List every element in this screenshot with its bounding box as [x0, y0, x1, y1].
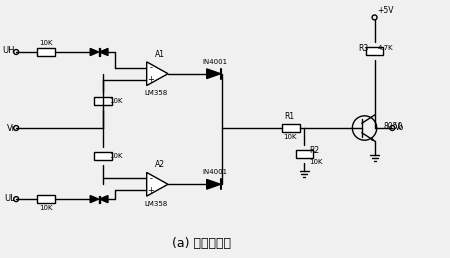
Text: A2: A2	[155, 160, 165, 170]
Polygon shape	[90, 196, 99, 203]
Text: R3: R3	[358, 44, 369, 53]
Text: 10K: 10K	[109, 98, 122, 104]
Text: IN4001: IN4001	[202, 170, 227, 175]
Polygon shape	[99, 196, 108, 203]
Polygon shape	[207, 180, 220, 189]
Text: Vi: Vi	[7, 124, 15, 133]
Text: +5V: +5V	[378, 6, 394, 15]
Text: (a) 电路结构图: (a) 电路结构图	[172, 237, 231, 250]
Polygon shape	[147, 172, 168, 196]
Polygon shape	[90, 49, 99, 55]
FancyBboxPatch shape	[37, 195, 54, 203]
Text: Vo: Vo	[395, 123, 405, 132]
Text: 4.7K: 4.7K	[378, 45, 393, 51]
Text: +: +	[147, 186, 154, 195]
Text: 10K: 10K	[310, 159, 323, 165]
Text: A1: A1	[155, 50, 165, 59]
Polygon shape	[99, 49, 108, 55]
Text: UH: UH	[3, 46, 15, 55]
FancyBboxPatch shape	[94, 152, 112, 160]
Text: 10K: 10K	[283, 134, 297, 140]
Text: LM358: LM358	[145, 201, 168, 207]
Text: -: -	[149, 174, 152, 183]
Polygon shape	[147, 62, 168, 86]
Text: IN4001: IN4001	[202, 59, 227, 65]
Text: LM358: LM358	[145, 91, 168, 96]
Text: -: -	[149, 63, 152, 72]
FancyBboxPatch shape	[94, 97, 112, 105]
Text: 8050: 8050	[383, 122, 403, 131]
FancyBboxPatch shape	[37, 48, 54, 56]
Text: R1: R1	[284, 112, 295, 121]
FancyBboxPatch shape	[296, 150, 313, 158]
Polygon shape	[207, 69, 220, 78]
Text: +: +	[147, 75, 154, 84]
Text: 10K: 10K	[109, 153, 122, 159]
Text: R2: R2	[310, 146, 320, 155]
Text: 10K: 10K	[39, 205, 53, 211]
FancyBboxPatch shape	[282, 124, 300, 132]
FancyBboxPatch shape	[366, 47, 383, 55]
Polygon shape	[371, 138, 375, 141]
Text: UL: UL	[4, 194, 15, 203]
Text: 10K: 10K	[39, 40, 53, 46]
